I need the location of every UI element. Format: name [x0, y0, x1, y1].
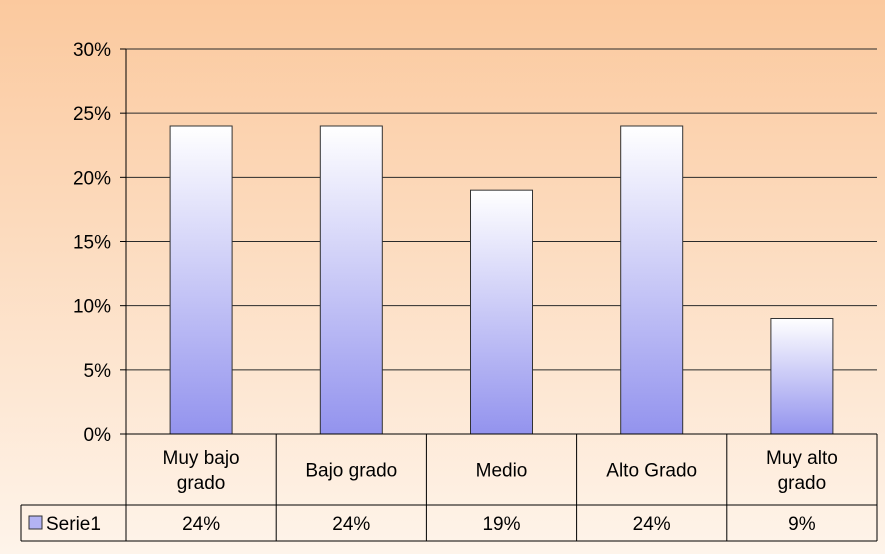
category-label: Muy alto: [766, 448, 838, 469]
category-label: grado: [778, 473, 827, 494]
legend-key: [28, 515, 43, 530]
axes: [120, 48, 877, 435]
y-tick-label: 25%: [73, 104, 111, 125]
bar: [169, 125, 233, 435]
category-label: Bajo grado: [305, 461, 397, 482]
category-label: grado: [177, 473, 226, 494]
y-tick-label: 30%: [73, 40, 111, 61]
data-table-value: 24%: [182, 514, 220, 535]
bar: [770, 318, 834, 435]
legend-series-name: Serie1: [46, 514, 101, 535]
y-tick-label: 10%: [73, 297, 111, 318]
category-label: Muy bajo: [163, 448, 240, 469]
y-tick-label: 5%: [84, 361, 112, 382]
data-table-value: 9%: [788, 514, 816, 535]
y-tick-label: 15%: [73, 233, 111, 254]
bar: [620, 125, 684, 435]
data-table-value: 19%: [482, 514, 520, 535]
bars: [169, 125, 834, 435]
y-tick-label: 20%: [73, 168, 111, 189]
y-tick-label: 0%: [84, 425, 112, 446]
y-axis-tick-labels: 0% 5% 10% 15% 20% 25% 30%: [73, 40, 111, 446]
category-label: Medio: [476, 461, 528, 482]
data-table-value: 24%: [633, 514, 671, 535]
bar: [470, 189, 533, 435]
bar: [319, 125, 383, 435]
category-label: Alto Grado: [606, 461, 697, 482]
data-table-value: 24%: [332, 514, 370, 535]
data-table: Muy bajo grado Bajo grado Medio Alto Grado Mu…: [20, 434, 878, 542]
